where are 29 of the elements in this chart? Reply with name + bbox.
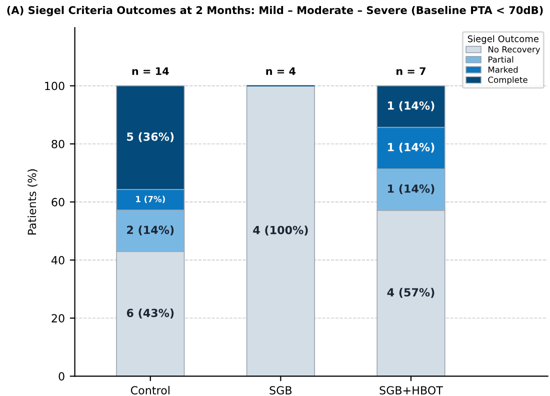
legend-label: No Recovery [488, 46, 540, 54]
x-tick-label: SGB [270, 386, 292, 395]
data-label: 6 (43%) [126, 308, 174, 318]
data-label: 1 (7%) [136, 196, 165, 204]
data-label: 4 (100%) [253, 226, 308, 236]
y-tick-label: 100 [45, 82, 64, 90]
data-label: 5 (36%) [127, 132, 174, 142]
data-label: 1 (14%) [388, 184, 434, 194]
annotation: n = 7 [396, 67, 426, 75]
chart-title: (A) Siegel Criteria Outcomes at 2 Months: Mild – Moderate – Severe (Baseline PTA < 70dB) [7, 6, 543, 16]
y-tick-label: 60 [52, 198, 64, 206]
legend-title: Siegel Outcome [468, 35, 538, 44]
legend-label: Marked [488, 66, 518, 73]
y-axis-title: Patients (%) [28, 169, 38, 234]
annotation: n = 14 [132, 67, 169, 75]
legend-label: Complete [488, 76, 528, 85]
legend-label: Partial [488, 56, 514, 63]
x-tick-label: Control [130, 386, 170, 395]
data-label: 1 (14%) [388, 101, 434, 112]
annotation: n = 4 [266, 67, 296, 75]
y-tick-label: 20 [52, 314, 64, 322]
y-tick-label: 40 [51, 256, 64, 264]
x-tick-label: SGB+HBOT [380, 386, 443, 395]
data-label: 1 (14%) [388, 142, 434, 153]
data-label: 2 (14%) [127, 225, 174, 236]
data-label: 4 (57%) [387, 288, 434, 298]
bar [246, 85, 315, 376]
y-tick-label: 80 [52, 140, 64, 148]
y-tick-label: 0 [58, 372, 64, 381]
